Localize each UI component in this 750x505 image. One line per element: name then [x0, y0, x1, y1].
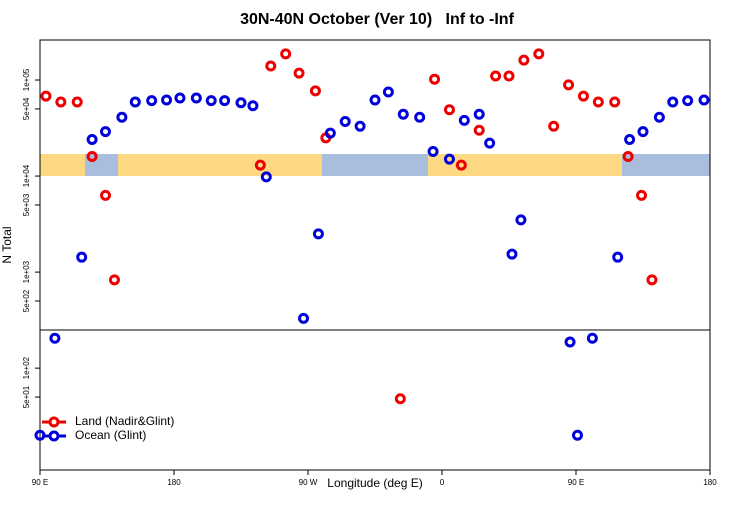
map-strip	[40, 154, 710, 176]
point	[515, 214, 527, 226]
point	[698, 94, 710, 106]
y-tick-label: 1e+04	[22, 164, 31, 187]
point	[49, 332, 61, 344]
x-tick-label: 0	[440, 478, 445, 487]
point	[146, 95, 158, 107]
point	[254, 159, 266, 171]
point	[324, 127, 336, 139]
chart-title: 30N-40N October (Ver 10) Inf to -Inf	[240, 11, 515, 28]
x-tick-label: 180	[703, 478, 717, 487]
point	[309, 85, 321, 97]
point	[612, 251, 624, 263]
point	[293, 67, 305, 79]
y-axis-label: N Total	[0, 226, 14, 263]
point	[455, 159, 467, 171]
point	[394, 393, 406, 405]
point	[100, 126, 112, 138]
x-axis-label: Longitude (deg E)	[327, 476, 422, 490]
point	[190, 92, 202, 104]
point	[86, 150, 98, 162]
point	[503, 70, 515, 82]
y-tick-label: 5e+01	[22, 385, 31, 408]
point	[219, 95, 231, 107]
plot-frame	[39, 39, 711, 471]
point	[637, 126, 649, 138]
point	[40, 90, 52, 102]
land-strip	[118, 154, 322, 176]
y-tick-label: 1e+05	[22, 68, 31, 91]
point	[129, 96, 141, 108]
point	[548, 120, 560, 132]
point	[298, 312, 310, 324]
point	[247, 100, 259, 112]
point	[563, 79, 575, 91]
y-tick-label: 1e+02	[22, 356, 31, 379]
point	[571, 429, 583, 441]
point	[280, 48, 292, 60]
point	[100, 189, 112, 201]
point	[265, 60, 277, 72]
point	[443, 153, 455, 165]
point	[71, 96, 83, 108]
point	[55, 96, 67, 108]
point	[533, 48, 545, 60]
point	[339, 115, 351, 127]
point	[86, 134, 98, 146]
point	[490, 70, 502, 82]
point	[609, 96, 621, 108]
point	[76, 251, 88, 263]
point	[622, 150, 634, 162]
point	[427, 146, 439, 158]
point	[586, 332, 598, 344]
y-tick-label: 1e+03	[22, 260, 31, 283]
point	[564, 336, 576, 348]
point	[397, 108, 409, 120]
point	[414, 111, 426, 123]
legend-marker	[48, 416, 60, 428]
point	[473, 108, 485, 120]
x-tick-label: 90 E	[32, 478, 48, 487]
point	[518, 54, 530, 66]
point	[260, 171, 272, 183]
land-strip	[428, 154, 622, 176]
point	[682, 95, 694, 107]
x-tick-label: 90 W	[299, 478, 318, 487]
legend-label: Ocean (Glint)	[75, 428, 146, 442]
point	[205, 95, 217, 107]
point	[108, 274, 120, 286]
point	[577, 90, 589, 102]
point	[646, 274, 658, 286]
y-tick-label: 5e+03	[22, 193, 31, 216]
point	[429, 73, 441, 85]
point	[354, 120, 366, 132]
legend-label: Land (Nadir&Glint)	[75, 414, 174, 428]
point	[312, 228, 324, 240]
point	[235, 97, 247, 109]
point	[667, 96, 679, 108]
x-tick-label: 180	[167, 478, 181, 487]
legend-marker	[48, 430, 60, 442]
point	[116, 111, 128, 123]
point	[382, 86, 394, 98]
point	[443, 104, 455, 116]
x-tick-label: 90 E	[568, 478, 584, 487]
point	[624, 134, 636, 146]
y-tick-label: 5e+04	[22, 97, 31, 120]
point	[506, 248, 518, 260]
land-strip	[40, 154, 85, 176]
point	[636, 189, 648, 201]
point	[174, 92, 186, 104]
point	[369, 94, 381, 106]
point	[473, 124, 485, 136]
y-tick-label: 5e+02	[22, 289, 31, 312]
point	[458, 114, 470, 126]
point	[592, 96, 604, 108]
point	[484, 137, 496, 149]
point	[653, 111, 665, 123]
point	[161, 94, 173, 106]
